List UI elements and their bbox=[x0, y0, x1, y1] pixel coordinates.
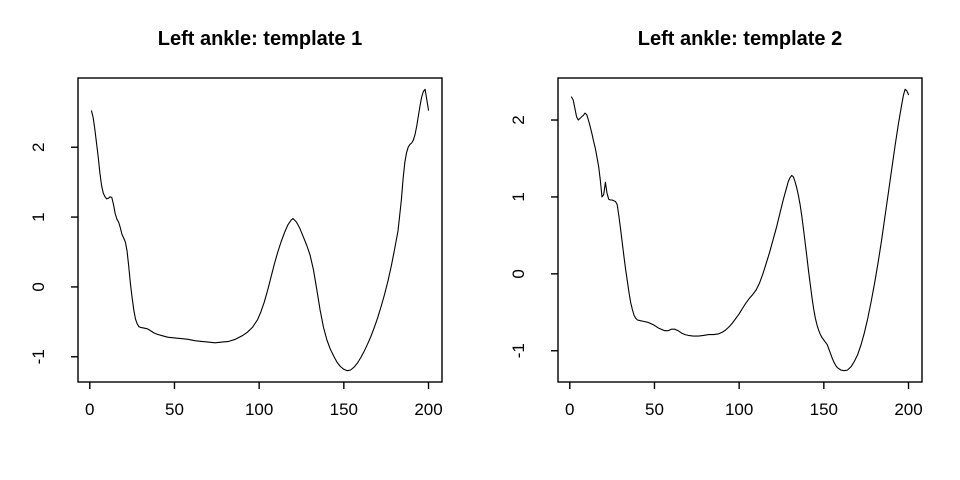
x-tick-label: 100 bbox=[725, 400, 753, 419]
x-tick-label: 0 bbox=[85, 400, 94, 419]
y-tick-label: 1 bbox=[509, 192, 528, 201]
x-tick-label: 150 bbox=[810, 400, 838, 419]
y-tick-label: 1 bbox=[29, 212, 48, 221]
x-tick-label: 100 bbox=[245, 400, 273, 419]
x-tick-label: 50 bbox=[165, 400, 184, 419]
chart-template-1: Left ankle: template 1 0 50 100 150 200 -1 0 1 2 bbox=[29, 28, 443, 419]
chart-canvas-1: 0 50 100 150 200 -1 0 1 2 bbox=[29, 77, 443, 419]
chart-title-1: Left ankle: template 1 bbox=[157, 28, 363, 50]
y-tick-label: 2 bbox=[29, 142, 48, 151]
y-tick-label: 2 bbox=[509, 115, 528, 124]
series-line bbox=[90, 88, 430, 372]
y-tick-label: 0 bbox=[29, 282, 48, 291]
x-tick-label: 200 bbox=[894, 400, 922, 419]
x-tick-label: 200 bbox=[414, 400, 442, 419]
x-tick-label: 0 bbox=[565, 400, 574, 419]
chart-title-2: Left ankle: template 2 bbox=[637, 28, 843, 50]
y-tick-label: -1 bbox=[509, 343, 528, 358]
y-tick-label: 0 bbox=[509, 269, 528, 278]
series-line bbox=[570, 88, 910, 372]
plot-box bbox=[557, 77, 923, 383]
plot-box bbox=[77, 77, 443, 383]
y-tick-label: -1 bbox=[29, 349, 48, 364]
chart-template-2: Left ankle: template 2 0 50 100 150 200 -1 0 1 2 bbox=[480, 0, 960, 480]
x-tick-label: 50 bbox=[645, 400, 664, 419]
x-tick-label: 150 bbox=[330, 400, 358, 419]
chart-canvas-2: 0 50 100 150 200 -1 0 1 2 bbox=[509, 77, 923, 419]
